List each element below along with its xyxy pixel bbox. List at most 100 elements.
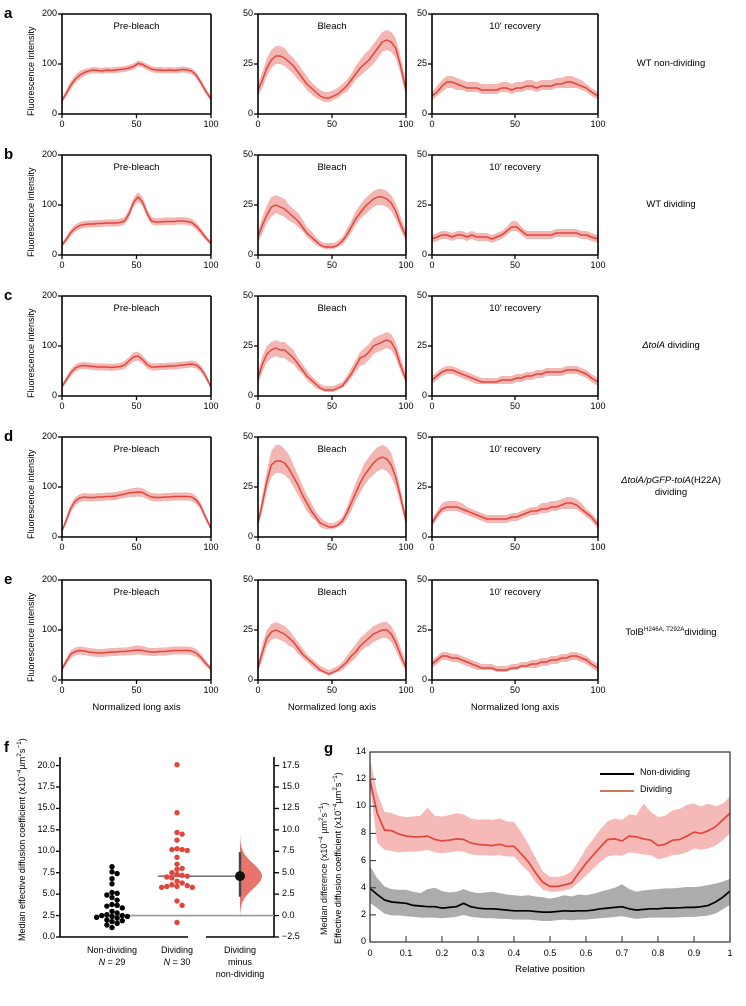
- frap-plot-c-2: [428, 295, 599, 400]
- panel-g-xtick: 0.7: [615, 948, 629, 958]
- frap-subplot-title: 10' recovery: [489, 587, 541, 598]
- frap-plot-e-0: [58, 579, 212, 684]
- panel-g-xtick: 1: [727, 948, 733, 958]
- frap-xlabel: Normalized long axis: [470, 702, 560, 713]
- panel-f-point-dividing: [169, 875, 175, 881]
- panel-f-point-dividing: [179, 902, 185, 908]
- frap-confidence-band: [258, 30, 406, 102]
- frap-confidence-band: [432, 221, 598, 243]
- frap-xlabel: Normalized long axis: [92, 702, 181, 713]
- frap-ytick: 0: [51, 674, 57, 684]
- frap-ytick: 100: [41, 340, 57, 350]
- frap-xtick: 50: [131, 685, 142, 695]
- panel-f-point-dividing: [179, 846, 185, 853]
- frap-plot-a-1: [254, 13, 407, 118]
- panel-g-ylabel: Effective diffusion coefficient (x10−4µm…: [332, 772, 343, 944]
- panel-f-ytick-right: 5.0: [282, 866, 295, 877]
- panel-g-xtick: 0.4: [507, 948, 521, 958]
- frap-ytick: 0: [51, 390, 57, 400]
- frap-ytick: 50: [242, 574, 253, 584]
- panel-f-effect-marker: [235, 871, 245, 882]
- panel-f-ytick-left: 20.0: [37, 759, 55, 770]
- frap-xtick: 0: [59, 260, 65, 270]
- row-label-e: TolBH246A, T292Adividing: [625, 626, 717, 639]
- panel-letter-f: f: [4, 739, 9, 756]
- panel-f-point-nondividing: [104, 892, 110, 898]
- panel-f-point-dividing: [174, 846, 180, 852]
- panel-f-ytick-left: 12.5: [37, 823, 55, 834]
- panel-f-point-dividing: [174, 883, 180, 890]
- panel-g-band-non-dividing: [370, 866, 730, 921]
- panel-f-point-nondividing: [114, 902, 120, 908]
- frap-mean-line: [257, 39, 407, 99]
- panel-f-point-nondividing: [109, 901, 115, 908]
- frap-mean-line: [61, 491, 212, 532]
- frap-confidence-band: [62, 645, 211, 672]
- frap-mean-line: [431, 655, 599, 671]
- frap-xtick: 100: [398, 260, 414, 270]
- frap-ytick: 50: [416, 290, 427, 300]
- frap-xtick: 100: [590, 260, 606, 270]
- panel-f-point-nondividing: [93, 914, 100, 920]
- panel-f-bootstrap-distribution: [240, 829, 262, 918]
- panel-g-xtick: 0: [367, 948, 373, 958]
- panel-g-line-dividing: [369, 780, 731, 888]
- frap-confidence-band: [258, 332, 406, 392]
- frap-subplot-title: Pre-bleach: [113, 303, 160, 314]
- panel-f-ytick-right: 15.0: [282, 781, 300, 791]
- panel-f-group-n: N = 29: [98, 957, 126, 967]
- frap-xtick: 0: [59, 119, 65, 129]
- frap-xtick: 100: [398, 401, 414, 411]
- panel-f-point-nondividing: [109, 881, 115, 887]
- frap-ytick: 0: [51, 531, 57, 541]
- frap-confidence-band: [432, 652, 598, 672]
- frap-mean-line: [257, 456, 407, 528]
- frap-xtick: 100: [590, 401, 606, 411]
- panel-f-group-label: Non-dividing N = 29: [67, 944, 157, 968]
- frap-mean-line: [61, 62, 212, 101]
- frap-xlabel: Normalized long axis: [287, 702, 377, 713]
- panel-f-point-dividing: [164, 874, 170, 880]
- panel-f-point-nondividing: [104, 903, 110, 909]
- panel-g-ytick: 14: [355, 746, 366, 756]
- frap-xtick: 50: [509, 401, 520, 411]
- frap-ytick: 50: [242, 149, 253, 159]
- frap-confidence-band: [258, 445, 406, 529]
- frap-xtick: 100: [203, 542, 219, 552]
- frap-subplot-title: Bleach: [317, 587, 347, 598]
- frap-xtick: 50: [509, 260, 520, 270]
- panel-f-ylabel-right: Median difference (x10−4 µm2s−1): [318, 802, 329, 935]
- panel-f-ytick-left: 15.0: [37, 802, 55, 813]
- panel-f-group-name: Dividing: [223, 945, 256, 955]
- panel-g-xlabel: Relative position: [515, 964, 585, 975]
- panel-g-xtick: 0.3: [471, 948, 485, 958]
- frap-subplot-title: 10' recovery: [489, 162, 541, 173]
- panel-f-point-nondividing: [109, 913, 115, 920]
- frap-xtick: 100: [203, 260, 219, 270]
- row-label-a: WT non-dividing: [636, 58, 706, 69]
- frap-ytick: 25: [416, 624, 427, 634]
- frap-ytick: 50: [416, 8, 427, 18]
- panel-g-plot: [369, 751, 731, 943]
- frap-xtick: 100: [590, 685, 606, 695]
- panel-f-point-nondividing: [114, 870, 120, 877]
- panel-g-ytick: 8: [360, 827, 366, 838]
- frap-ylabel: Fluorescence intensity: [26, 26, 36, 116]
- frap-mean-line: [257, 339, 407, 391]
- frap-ytick: 0: [421, 249, 427, 259]
- frap-xtick: 0: [255, 119, 261, 129]
- panel-f-ytick-right: 12.5: [282, 802, 300, 813]
- frap-xtick: 50: [326, 685, 337, 695]
- panel-f-group-name: Dividing: [160, 945, 193, 955]
- frap-xtick: 50: [131, 119, 142, 129]
- panel-f-group-n: N = 30: [163, 957, 191, 967]
- panel-g-legend-swatch: [600, 773, 634, 775]
- row-label-b: WT dividing: [646, 199, 696, 210]
- frap-subplot-title: 10' recovery: [489, 303, 541, 314]
- frap-ytick: 0: [421, 390, 427, 400]
- panel-g-xtick: 0.2: [435, 948, 449, 958]
- panel-f-point-dividing: [174, 810, 180, 816]
- frap-subplot-title: Pre-bleach: [113, 162, 160, 173]
- frap-ytick: 100: [41, 624, 57, 634]
- frap-xtick: 100: [398, 542, 414, 552]
